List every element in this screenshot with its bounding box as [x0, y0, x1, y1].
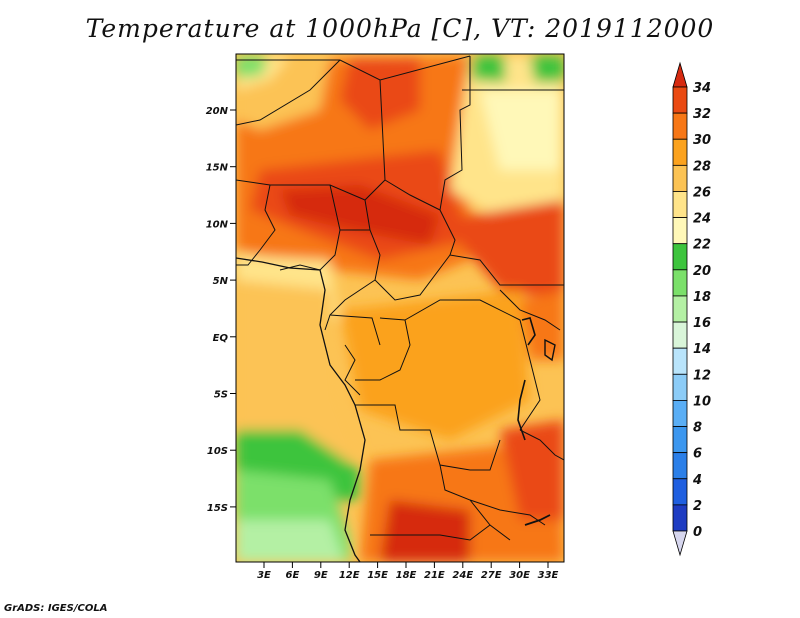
colorbar-swatch — [672, 164, 688, 192]
colorbar-label: 20 — [693, 264, 711, 279]
colorbar-swatch — [672, 295, 688, 323]
colorbar-swatch — [672, 86, 688, 114]
lon-tick-label: 9E — [314, 570, 328, 581]
colorbar-label: 2 — [693, 499, 702, 514]
lon-tick-label: 6E — [286, 570, 300, 581]
colorbar-label: 24 — [693, 212, 711, 227]
colorbar-swatch — [672, 269, 688, 297]
colorbar-swatch — [672, 478, 688, 506]
colorbar-swatch — [672, 191, 688, 218]
lon-tick-label: 3E — [257, 570, 271, 581]
lat-tick-label: 5S — [214, 390, 228, 401]
lon-tick-label: 21E — [424, 570, 445, 581]
colorbar-max-arrow — [672, 61, 688, 88]
temperature-field — [236, 54, 564, 562]
lat-tick-label: 10S — [207, 446, 228, 457]
colorbar-swatch — [672, 400, 688, 427]
colorbar-swatch — [672, 452, 688, 480]
lon-tick-label: 27E — [481, 570, 502, 581]
colorbar-label: 22 — [693, 238, 711, 253]
colorbar-label: 12 — [693, 368, 711, 383]
grads-credit: GrADS: IGES/COLA — [4, 603, 108, 614]
lon-tick-label: 33E — [538, 570, 559, 581]
colorbar-label: 6 — [693, 447, 702, 462]
colorbar-swatch — [672, 347, 688, 375]
colorbar-label: 0 — [693, 525, 702, 540]
colorbar-swatch — [672, 321, 688, 349]
lat-tick-label: EQ — [213, 333, 229, 344]
lon-tick-label: 12E — [339, 570, 360, 581]
colorbar-swatch — [672, 217, 688, 245]
lon-tick-label: 24E — [452, 570, 473, 581]
map-frame — [235, 53, 565, 563]
colorbar-swatch — [672, 373, 688, 401]
colorbar-swatch — [672, 138, 688, 166]
colorbar-label: 8 — [693, 421, 702, 436]
colorbar-swatch — [672, 504, 688, 532]
latitude-axis: 20N 15N 10N 5N EQ 5S 10S 15S — [206, 106, 236, 514]
colorbar-min-arrow — [672, 530, 688, 557]
longitude-axis: 3E 6E 9E 12E 15E 18E 21E 24E 27E 30E 33E — [257, 562, 559, 581]
colorbar-swatch — [672, 243, 688, 271]
lat-tick-label: 5N — [213, 276, 229, 287]
lat-tick-label: 10N — [206, 219, 229, 230]
colorbar-label: 18 — [693, 290, 711, 305]
colorbar-label: 10 — [693, 394, 711, 409]
colorbar-label: 28 — [693, 159, 711, 174]
colorbar-label: 34 — [693, 81, 711, 96]
colorbar-label: 32 — [693, 107, 711, 122]
colorbar-label: 14 — [693, 342, 711, 357]
lon-tick-label: 15E — [367, 570, 388, 581]
lat-tick-label: 15N — [206, 163, 229, 174]
map-title: Temperature at 1000hPa [C], VT: 20191120… — [85, 14, 715, 43]
lon-tick-label: 30E — [509, 570, 530, 581]
colorbar-label: 16 — [693, 316, 711, 331]
lat-tick-label: 15S — [207, 503, 228, 514]
colorbar-label: 30 — [693, 133, 711, 148]
colorbar-label: 4 — [692, 473, 702, 488]
lat-tick-label: 20N — [206, 106, 229, 117]
lon-tick-label: 18E — [396, 570, 417, 581]
colorbar-label: 26 — [693, 185, 711, 200]
colorbar-swatch — [672, 112, 688, 140]
country-borders — [236, 55, 564, 562]
colorbar-swatch — [672, 426, 688, 454]
